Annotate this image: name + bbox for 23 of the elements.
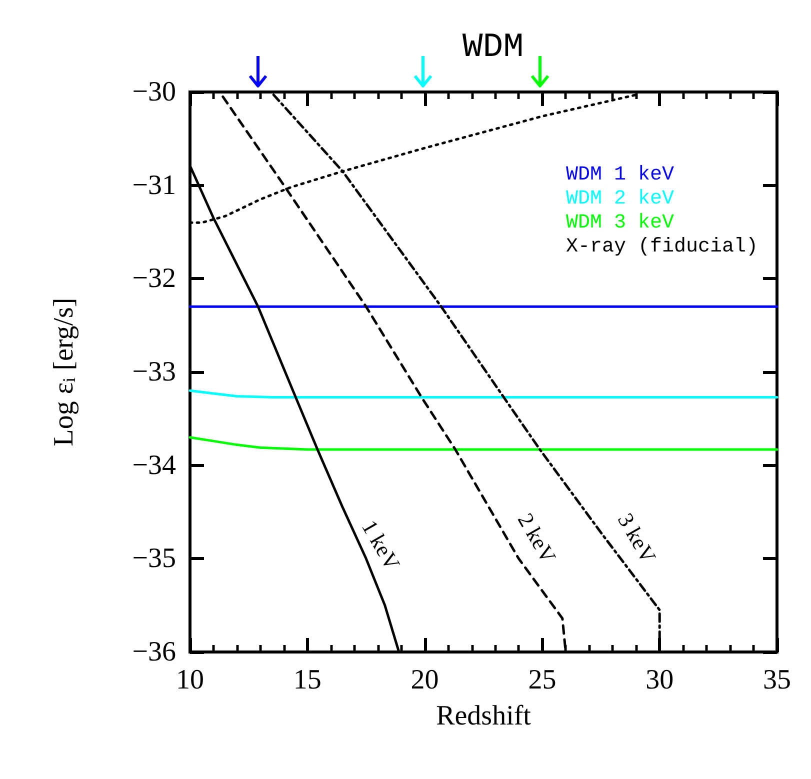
x-tick-label: 30 [646,664,674,696]
text: WDM 3 keV [566,212,674,234]
x-axis-title: Redshift [436,700,532,732]
x-tick-label: 25 [528,664,556,696]
text: X-ray (fiducial) [566,236,758,258]
x-tick-label: 10 [176,664,204,696]
annotation: 1 keV [356,516,406,574]
text: WDM 2 keV [566,188,674,210]
y-axis-title: Log εi [erg/s] [48,298,80,446]
x-tick-label: 15 [293,664,322,696]
y-tick-label: −33 [132,356,176,388]
y-tick-label: −35 [132,543,176,574]
annotation: 2 keV [512,508,562,568]
annotation: 3 keV [612,508,662,568]
y-tick-label: −34 [132,450,176,481]
y-tick-label: −30 [132,76,176,108]
y-tick-label: −36 [132,636,176,668]
x-tick-label: 20 [410,664,439,696]
chart-title: WDM [462,29,524,67]
text: WDM 1 keV [566,164,674,186]
x-tick-label: 35 [763,664,791,696]
y-tick-label: −31 [132,170,176,201]
y-tick-label: −32 [132,263,176,294]
